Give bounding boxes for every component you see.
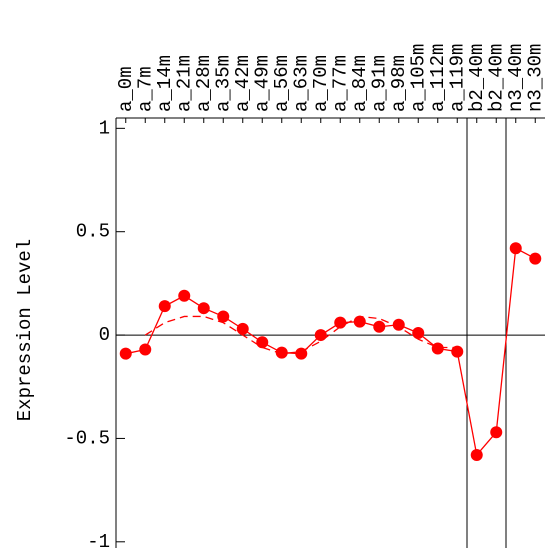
data-point	[509, 242, 522, 255]
x-tick-label: a_49m	[251, 55, 273, 112]
x-tick-label: n3_30m	[524, 44, 545, 112]
x-tick-label: b2_40m	[485, 44, 507, 112]
fit-curve	[144, 315, 458, 355]
x-tick-label: a_21m	[173, 55, 195, 112]
data-point	[119, 347, 132, 360]
data-point	[158, 300, 171, 313]
data-point	[412, 327, 425, 339]
x-tick-label: a_70m	[310, 55, 332, 112]
y-tick-label: 1	[99, 117, 110, 139]
data-point	[197, 302, 210, 315]
y-tick-label: -1	[87, 531, 110, 548]
x-tick-label: a_28m	[193, 55, 215, 112]
x-tick-label: a_119m	[446, 44, 468, 112]
data-point	[490, 426, 503, 439]
y-tick-label: -0.5	[64, 427, 110, 449]
x-tick-label: a_77m	[329, 55, 351, 112]
data-point	[529, 252, 542, 265]
x-tick-label: a_91m	[368, 55, 390, 112]
x-tick-label: a_105m	[407, 44, 429, 112]
data-point	[178, 289, 191, 302]
x-tick-label: a_35m	[212, 55, 234, 112]
data-point	[314, 329, 327, 342]
x-tick-label: b2_40m	[466, 44, 488, 112]
data-point	[392, 318, 405, 331]
y-tick-label: 0	[99, 324, 110, 346]
data-point	[236, 322, 249, 335]
data-point	[334, 316, 347, 329]
data-point	[431, 342, 444, 355]
data-point	[256, 336, 269, 349]
data-point	[451, 345, 464, 358]
data-point	[373, 320, 386, 333]
data-point	[139, 343, 152, 356]
y-tick-label: 0.5	[76, 221, 110, 243]
x-tick-label: n3_40m	[505, 44, 527, 112]
data-point	[470, 448, 483, 461]
x-tick-label: a_0m	[115, 66, 137, 112]
data-point	[353, 315, 366, 328]
series-line	[125, 247, 536, 457]
x-tick-label: a_84m	[349, 55, 371, 112]
x-tick-label: a_98m	[388, 55, 410, 112]
x-tick-label: a_14m	[154, 55, 176, 112]
x-tick-label: a_112m	[427, 44, 449, 112]
x-tick-label: a_63m	[290, 55, 312, 112]
x-tick-label: a_7m	[134, 66, 156, 112]
y-axis-label: Expression Level	[14, 239, 36, 421]
data-point	[275, 346, 288, 359]
data-point	[217, 310, 230, 323]
x-tick-label: a_56m	[271, 55, 293, 112]
x-tick-label: a_42m	[232, 55, 254, 112]
